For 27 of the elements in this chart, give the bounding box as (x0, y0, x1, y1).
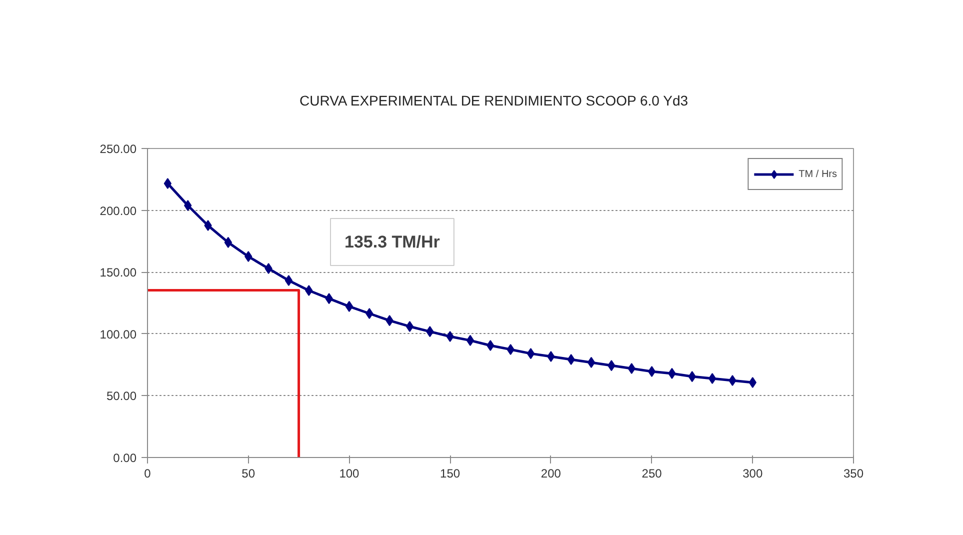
x-tick-label: 350 (843, 466, 864, 480)
legend-label: TM / Hrs (798, 168, 837, 180)
point (587, 356, 596, 368)
point (648, 366, 656, 377)
y-tick-label: 250.00 (100, 142, 137, 156)
x-tick-label: 150 (440, 466, 460, 480)
annotation: 135.3 TM/Hr (344, 232, 440, 252)
x-tick-label: 200 (540, 466, 562, 480)
y-tick-label: 150.00 (100, 266, 137, 280)
point (406, 320, 414, 332)
point (345, 300, 354, 312)
x-tick-label: 300 (742, 466, 763, 480)
point (284, 275, 293, 286)
point (466, 334, 474, 346)
point (164, 178, 172, 189)
y-tick-label: 100.00 (100, 327, 137, 342)
x-tick-label: 0 (144, 466, 152, 480)
x-tick-label: 50 (242, 466, 256, 480)
y-tick-label: 0.00 (113, 451, 137, 465)
point (224, 236, 232, 248)
x-tick-label: 100 (339, 466, 360, 480)
y-tick-label: 50.00 (106, 389, 137, 404)
x-tick-label: 250 (642, 466, 662, 480)
y-tick-label: 200.00 (100, 204, 137, 218)
point (526, 348, 535, 360)
point (708, 373, 716, 384)
chart-title: CURVA EXPERIMENTAL DE RENDIMIENTO SCOOP 6.0 Yd3 (300, 92, 688, 108)
